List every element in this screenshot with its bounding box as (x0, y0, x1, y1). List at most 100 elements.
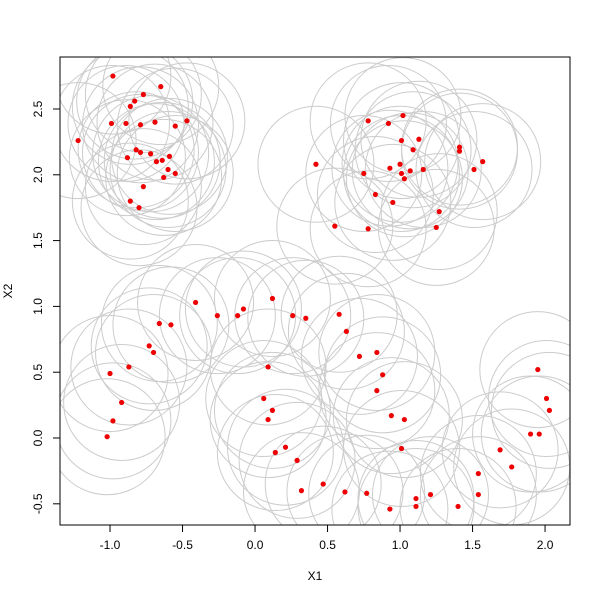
point (75, 137, 81, 144)
point (140, 184, 146, 190)
point (546, 407, 553, 413)
y-tick-label: -0.5 (31, 493, 45, 514)
neighborhood-circle (488, 340, 570, 458)
point (413, 495, 419, 502)
neighborhood-circle (205, 340, 323, 458)
neighborhood-circle (71, 142, 189, 260)
neighborhood-circle (280, 255, 398, 373)
point (456, 148, 463, 154)
neighborhood-circle (80, 149, 198, 267)
neighborhood-circle (309, 170, 427, 288)
neighborhood-circle (213, 240, 331, 358)
point (168, 322, 174, 328)
neighborhood-circle (316, 136, 434, 254)
point (397, 161, 403, 167)
neighborhood-circle (287, 272, 405, 390)
point (455, 503, 461, 510)
neighborhood-circle (479, 311, 570, 429)
neighborhood-circle (116, 114, 234, 232)
plot-box (59, 56, 571, 526)
neighborhood-circle (345, 120, 463, 238)
neighborhood-circle (341, 105, 459, 223)
neighborhood-circle (67, 64, 185, 182)
point (150, 349, 157, 356)
point (136, 205, 142, 211)
neighborhood-circle (372, 436, 489, 525)
point (388, 413, 394, 419)
x-axis-label: X1 (308, 569, 323, 583)
point (535, 366, 541, 373)
point (410, 147, 416, 153)
point (172, 123, 178, 129)
point (148, 151, 154, 157)
point (172, 170, 178, 177)
neighborhood-circle (305, 114, 423, 232)
neighborhood-circle (300, 297, 418, 415)
neighborhood-circle (105, 118, 223, 236)
y-axis-label: X2 (1, 283, 15, 298)
point (387, 506, 393, 512)
neighborhood-circle (90, 287, 208, 405)
point (110, 73, 116, 79)
neighborhood-circle (71, 57, 189, 165)
point (108, 120, 115, 127)
point (433, 224, 439, 231)
x-tick-label: 1.5 (464, 538, 481, 552)
neighborhood-circle (63, 343, 181, 461)
neighborhood-circle (103, 101, 221, 219)
point (184, 118, 190, 124)
neighborhood-circle (81, 66, 199, 184)
x-tick-label: 1.0 (392, 538, 409, 552)
point (420, 166, 426, 173)
point (153, 159, 160, 165)
neighborhood-circle (357, 447, 475, 525)
point (536, 431, 542, 437)
point (427, 491, 434, 498)
neighborhood-circle (70, 308, 188, 426)
point (165, 166, 171, 173)
point (471, 166, 477, 173)
point (390, 199, 396, 206)
neighborhood-circle (216, 393, 334, 511)
neighborhood-circle (84, 57, 202, 153)
point (126, 364, 132, 370)
point-layer (75, 73, 553, 512)
neighborhood-circle (380, 153, 498, 271)
point (298, 488, 305, 494)
neighborhood-circle (377, 168, 495, 286)
point (356, 353, 363, 360)
point (161, 174, 167, 181)
point (110, 418, 116, 424)
point (401, 416, 407, 423)
neighborhood-circle (308, 434, 426, 525)
neighborhood-circle (116, 67, 234, 185)
neighborhood-circle (490, 351, 570, 469)
point (192, 299, 199, 306)
neighborhood-circle (401, 92, 519, 210)
point (416, 136, 422, 142)
neighborhood-circle (109, 111, 227, 229)
x-tick-label: 0.5 (319, 538, 336, 552)
point (543, 395, 550, 402)
neighborhood-circle (345, 361, 463, 479)
point (372, 191, 378, 198)
neighborhood-circle (84, 128, 202, 246)
neighborhood-circle (360, 80, 478, 198)
point (214, 313, 220, 319)
neighborhood-circle (264, 425, 382, 525)
point (398, 445, 405, 452)
neighborhood-circle (77, 91, 195, 209)
point (361, 170, 367, 177)
neighborhood-circle (472, 375, 570, 493)
y-tick-label: 1.5 (31, 232, 45, 249)
point (294, 457, 300, 463)
point (133, 147, 139, 153)
point (365, 118, 371, 124)
y-tick-label: 0.0 (31, 429, 45, 446)
point (313, 161, 319, 167)
neighborhood-circle (76, 57, 194, 160)
point (119, 399, 125, 406)
point (166, 153, 173, 159)
neighborhood-circle (354, 91, 472, 209)
point (137, 122, 144, 128)
